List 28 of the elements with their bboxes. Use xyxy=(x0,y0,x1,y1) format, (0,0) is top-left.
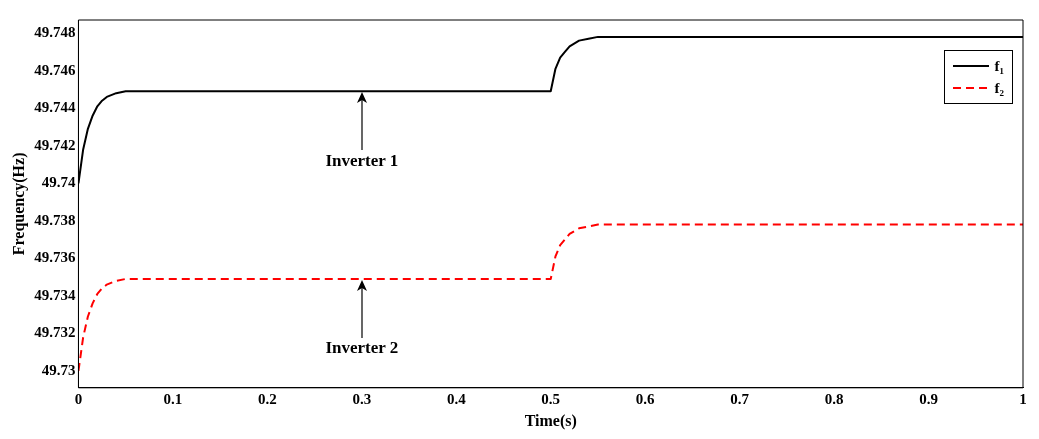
x-tick-label: 0.6 xyxy=(635,390,656,407)
x-tick-label: 0.4 xyxy=(446,390,467,407)
x-tick-label: 0.9 xyxy=(919,390,938,407)
y-axis-title: Frequency(Hz) xyxy=(9,152,28,256)
x-tick-label: 0 xyxy=(74,390,83,407)
x-axis-title: Time(s) xyxy=(524,411,577,430)
legend-label: f₂ xyxy=(994,79,1004,98)
x-tick-label: 0.2 xyxy=(257,390,277,407)
y-tick-label: 49.746 xyxy=(34,61,76,78)
y-tick-label: 49.738 xyxy=(34,211,76,228)
y-tick-label: 49.732 xyxy=(34,324,76,341)
annotation: Inverter 2 xyxy=(325,338,399,358)
y-tick-label: 49.744 xyxy=(34,99,76,116)
x-tick-label: 0.3 xyxy=(352,390,372,407)
x-tick-label: 1 xyxy=(1019,390,1027,407)
x-tick-label: 0.1 xyxy=(163,390,183,407)
x-tick-label: 0.8 xyxy=(824,390,844,407)
y-tick-label: 49.748 xyxy=(34,24,76,41)
y-tick-label: 49.736 xyxy=(34,249,76,266)
y-tick-label: 49.742 xyxy=(34,136,76,153)
y-tick-label: 49.74 xyxy=(41,174,76,191)
y-tick-label: 49.734 xyxy=(34,286,76,303)
x-tick-label: 0.5 xyxy=(541,390,561,407)
annotation: Inverter 1 xyxy=(325,150,399,170)
legend-label: f₁ xyxy=(994,57,1004,76)
line-series xyxy=(78,223,1023,372)
y-tick-label: 49.73 xyxy=(41,361,76,378)
x-tick-label: 0.7 xyxy=(730,390,750,407)
